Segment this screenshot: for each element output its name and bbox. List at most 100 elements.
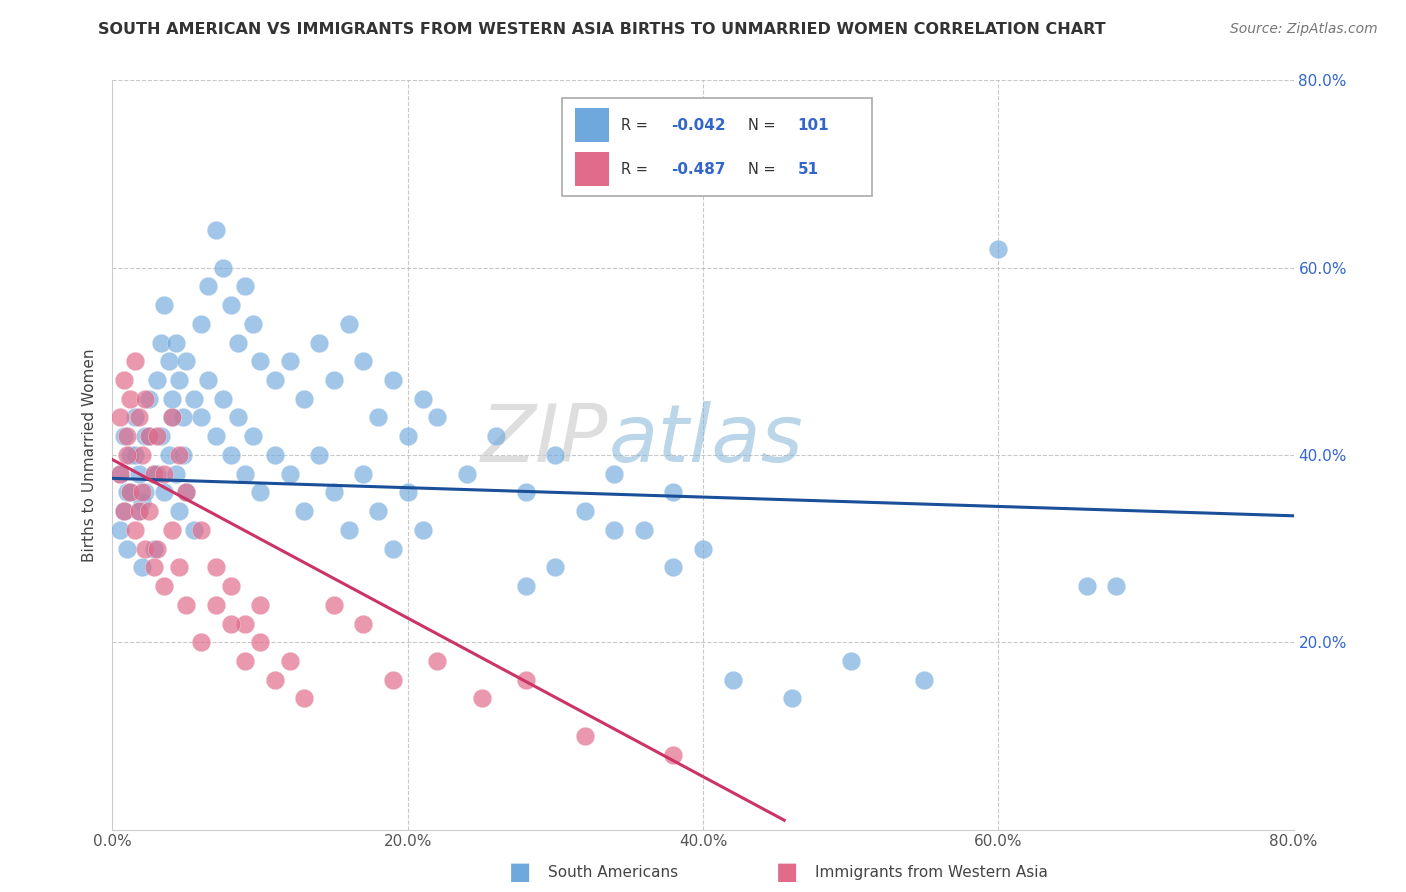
Text: -0.487: -0.487 (671, 161, 725, 177)
Point (1105, 579, 1128, 593)
Point (134, 541, 156, 556)
Point (470, 691, 494, 706)
Point (337, 317, 360, 331)
Point (352, 467, 374, 481)
Point (174, 354, 197, 368)
Point (574, 504, 596, 518)
Point (264, 673, 287, 687)
Point (142, 467, 165, 481)
Point (138, 429, 160, 443)
Point (233, 279, 256, 293)
Point (382, 541, 405, 556)
Point (264, 448, 287, 462)
Point (165, 467, 187, 481)
Point (1076, 579, 1098, 593)
Point (574, 729, 596, 743)
Point (205, 560, 228, 574)
Point (108, 467, 131, 481)
Point (839, 654, 862, 668)
Point (242, 317, 264, 331)
Point (352, 354, 374, 368)
Point (172, 410, 194, 425)
Point (292, 392, 315, 406)
Point (108, 467, 131, 481)
Point (120, 485, 142, 500)
Point (112, 429, 135, 443)
Point (134, 429, 156, 443)
Point (367, 410, 389, 425)
Point (153, 298, 176, 312)
Point (117, 541, 138, 556)
Point (226, 410, 249, 425)
Text: 51: 51 (797, 161, 818, 177)
Point (426, 410, 449, 425)
FancyBboxPatch shape (562, 98, 872, 196)
Point (544, 560, 567, 574)
Point (515, 485, 537, 500)
Point (157, 354, 180, 368)
Point (167, 373, 190, 387)
Point (146, 467, 169, 481)
Point (183, 392, 205, 406)
Point (128, 504, 150, 518)
Text: ■: ■ (776, 861, 799, 884)
Point (233, 467, 256, 481)
Point (233, 654, 256, 668)
Text: Immigrants from Western Asia: Immigrants from Western Asia (815, 865, 1049, 880)
Text: N =: N = (748, 118, 780, 133)
Point (146, 373, 169, 387)
Point (633, 523, 655, 537)
Point (128, 410, 150, 425)
Point (124, 448, 146, 462)
Point (128, 504, 150, 518)
Point (205, 223, 228, 237)
Point (131, 494, 153, 508)
Point (323, 598, 346, 612)
Point (352, 616, 374, 631)
Point (382, 373, 405, 387)
Point (323, 485, 346, 500)
Point (138, 429, 160, 443)
Point (138, 392, 160, 406)
Point (662, 560, 685, 574)
Point (544, 448, 567, 462)
Point (515, 579, 537, 593)
Point (160, 523, 183, 537)
Point (780, 691, 803, 706)
Point (142, 560, 165, 574)
Point (396, 429, 419, 443)
Point (219, 298, 242, 312)
Point (219, 579, 242, 593)
Point (692, 541, 714, 556)
Point (174, 485, 197, 500)
Point (183, 523, 205, 537)
Point (160, 410, 183, 425)
Point (308, 448, 330, 462)
Point (120, 392, 142, 406)
Point (128, 467, 150, 481)
Point (411, 523, 433, 537)
Text: atlas: atlas (609, 401, 803, 479)
Point (138, 504, 160, 518)
Point (124, 410, 146, 425)
Point (190, 410, 212, 425)
Point (411, 392, 433, 406)
Point (426, 654, 449, 668)
Point (160, 410, 183, 425)
Point (337, 523, 360, 537)
Point (515, 673, 537, 687)
Point (124, 523, 146, 537)
Point (124, 354, 146, 368)
Point (212, 392, 235, 406)
Point (242, 429, 264, 443)
Point (112, 504, 135, 518)
Point (167, 560, 190, 574)
Point (112, 504, 135, 518)
Point (131, 485, 153, 500)
Point (167, 504, 190, 518)
Point (150, 335, 173, 350)
Point (382, 673, 405, 687)
Point (120, 448, 142, 462)
Point (308, 335, 330, 350)
Point (662, 485, 685, 500)
